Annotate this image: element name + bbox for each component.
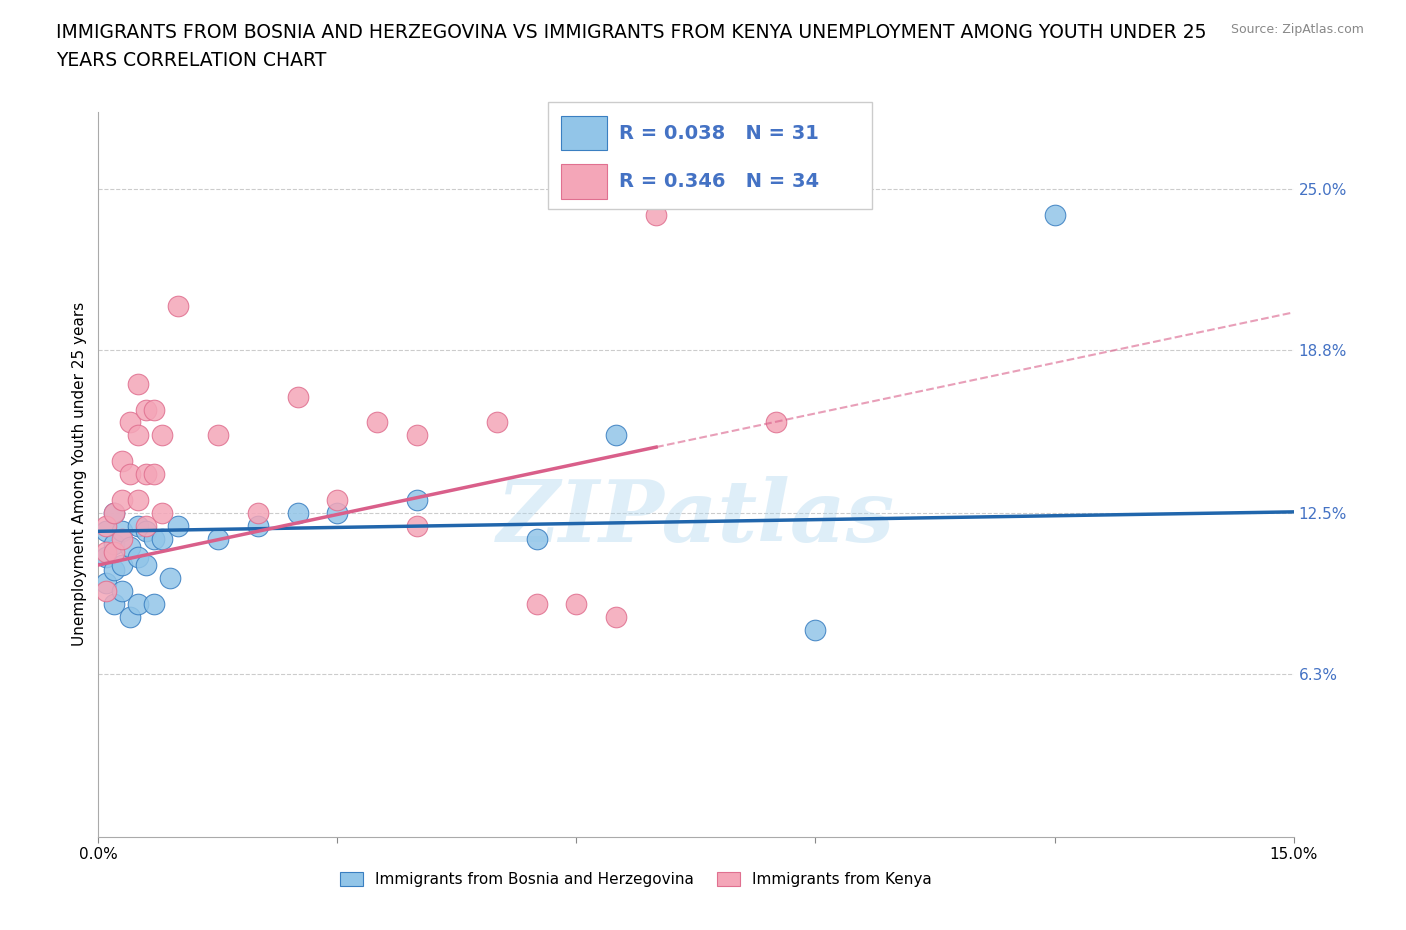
Point	[120, 609, 142, 624]
Point	[111, 493, 134, 508]
Point	[96, 545, 118, 560]
Point	[1043, 207, 1066, 222]
Point	[406, 493, 429, 508]
Point	[406, 428, 429, 443]
Point	[127, 493, 149, 508]
Point	[326, 493, 349, 508]
Point	[143, 467, 166, 482]
Point	[406, 519, 429, 534]
Text: IMMIGRANTS FROM BOSNIA AND HERZEGOVINA VS IMMIGRANTS FROM KENYA UNEMPLOYMENT AMO: IMMIGRANTS FROM BOSNIA AND HERZEGOVINA V…	[56, 23, 1206, 42]
Point	[103, 506, 125, 521]
Point	[605, 609, 627, 624]
Point	[103, 596, 125, 611]
Point	[96, 583, 118, 598]
Point	[167, 519, 190, 534]
Point	[127, 428, 149, 443]
Point	[167, 299, 190, 313]
Point	[103, 563, 125, 578]
Point	[526, 596, 548, 611]
Text: R = 0.038   N = 31: R = 0.038 N = 31	[620, 124, 820, 143]
Point	[605, 428, 627, 443]
Point	[120, 415, 142, 430]
Point	[96, 519, 118, 534]
Point	[111, 524, 134, 538]
Text: YEARS CORRELATION CHART: YEARS CORRELATION CHART	[56, 51, 326, 70]
Point	[526, 532, 548, 547]
Point	[127, 377, 149, 392]
Point	[565, 596, 588, 611]
Point	[135, 467, 157, 482]
Point	[765, 415, 787, 430]
Legend: Immigrants from Bosnia and Herzegovina, Immigrants from Kenya: Immigrants from Bosnia and Herzegovina, …	[333, 864, 939, 895]
Point	[246, 506, 269, 521]
Point	[135, 524, 157, 538]
Point	[143, 402, 166, 417]
Text: Source: ZipAtlas.com: Source: ZipAtlas.com	[1230, 23, 1364, 36]
Point	[287, 506, 309, 521]
Text: ZIPatlas: ZIPatlas	[496, 476, 896, 560]
Point	[127, 596, 149, 611]
Y-axis label: Unemployment Among Youth under 25 years: Unemployment Among Youth under 25 years	[72, 302, 87, 646]
Point	[120, 467, 142, 482]
Point	[135, 519, 157, 534]
Text: R = 0.346   N = 34: R = 0.346 N = 34	[620, 172, 820, 191]
Bar	[561, 116, 606, 151]
Point	[804, 622, 827, 637]
Point	[111, 532, 134, 547]
Point	[111, 454, 134, 469]
Point	[246, 519, 269, 534]
Point	[111, 583, 134, 598]
Bar	[561, 165, 606, 199]
Point	[111, 558, 134, 573]
Point	[96, 524, 118, 538]
FancyBboxPatch shape	[548, 102, 872, 209]
Point	[143, 532, 166, 547]
Point	[207, 428, 229, 443]
Point	[326, 506, 349, 521]
Point	[150, 532, 173, 547]
Point	[127, 550, 149, 565]
Point	[207, 532, 229, 547]
Point	[159, 570, 181, 585]
Point	[135, 402, 157, 417]
Point	[645, 207, 668, 222]
Point	[103, 545, 125, 560]
Point	[366, 415, 388, 430]
Point	[127, 519, 149, 534]
Point	[103, 506, 125, 521]
Point	[150, 506, 173, 521]
Point	[143, 596, 166, 611]
Point	[135, 558, 157, 573]
Point	[485, 415, 508, 430]
Point	[120, 539, 142, 554]
Point	[96, 576, 118, 591]
Point	[150, 428, 173, 443]
Point	[96, 550, 118, 565]
Point	[287, 389, 309, 404]
Point	[103, 537, 125, 551]
